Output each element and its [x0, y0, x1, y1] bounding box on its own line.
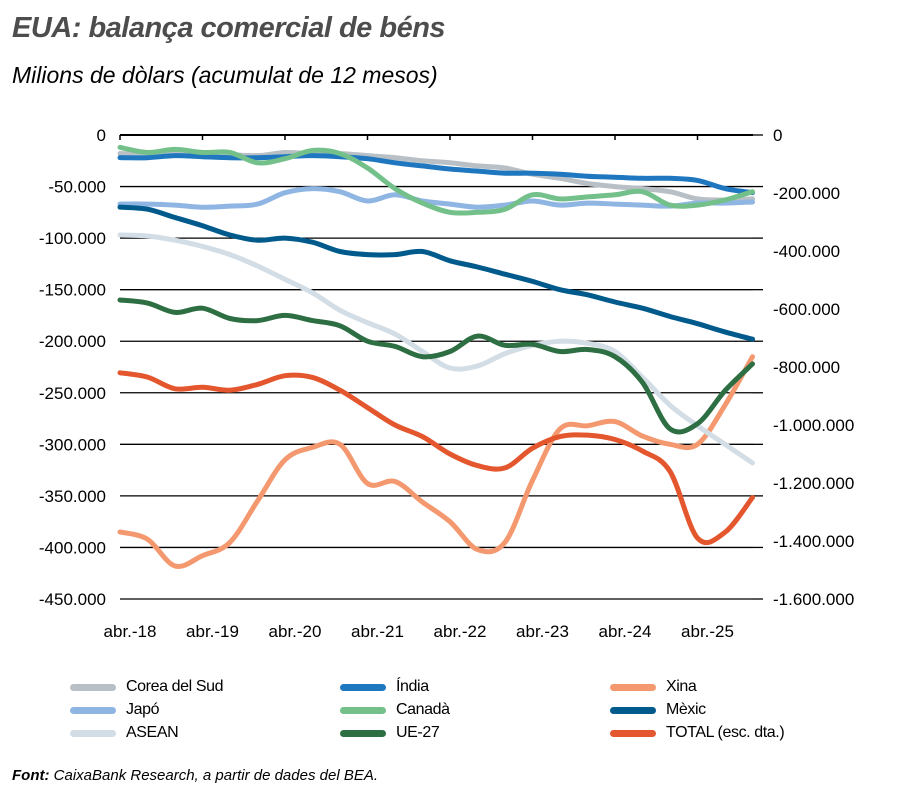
legend-label: Canadà [396, 701, 450, 718]
chart-subtitle: Milions de dòlars (acumulat de 12 mesos) [12, 62, 438, 88]
right-tick-label: -1.600.000 [773, 590, 854, 609]
legend-item-xina: Xina [610, 676, 697, 698]
right-tick-label: 0 [773, 126, 782, 145]
legend-item-ue27: UE-27 [340, 722, 440, 744]
legend-swatch [70, 706, 116, 714]
legend-label: ASEAN [126, 724, 179, 741]
legend-swatch [340, 706, 386, 714]
series-jap [117, 186, 755, 210]
legend-label: Corea del Sud [126, 678, 224, 695]
legend-swatch [610, 706, 656, 714]
series-ue-27 [117, 297, 755, 435]
left-tick-label: 0 [97, 126, 106, 145]
left-tick-label: -200.000 [39, 332, 106, 351]
left-tick-label: -300.000 [39, 435, 106, 454]
legend-item-total: TOTAL (esc. dta.) [610, 722, 785, 744]
legend-label: Índia [396, 678, 429, 695]
right-tick-label: -800.000 [773, 358, 840, 377]
series-total-esc-dta [117, 370, 755, 546]
right-tick-label: -1.000.000 [773, 416, 854, 435]
right-tick-label: -1.400.000 [773, 532, 854, 551]
legend-label: UE-27 [396, 724, 440, 741]
left-tick-label: -50.000 [48, 178, 106, 197]
x-axis: abr.-18 abr.-19 abr.-20 abr.-21 abr.-22 abr.-… [104, 135, 734, 641]
right-tick-label: -600.000 [773, 300, 840, 319]
series-canad [117, 144, 755, 216]
legend-item-mexic: Mèxic [610, 699, 706, 721]
series--ndia [117, 153, 755, 196]
legend-swatch [70, 683, 116, 691]
left-tick-label: -100.000 [39, 229, 106, 248]
line-chart: 0 -50.000 -100.000 -150.000 -200.000 -250.000… [39, 126, 854, 641]
left-tick-label: -250.000 [39, 384, 106, 403]
gridlines [120, 134, 763, 600]
legend-swatch [340, 683, 386, 691]
x-tick-label: abr.-23 [516, 622, 569, 641]
x-tick-label: abr.-25 [681, 622, 734, 641]
series-asean [117, 232, 755, 466]
legend-swatch [610, 729, 656, 737]
legend-label: Mèxic [666, 701, 706, 718]
series-m-xic [117, 204, 755, 342]
left-axis: 0 -50.000 -100.000 -150.000 -200.000 -250.000… [39, 126, 106, 609]
x-tick-label: abr.-18 [104, 622, 157, 641]
x-tick-label: abr.-19 [186, 622, 239, 641]
source-text: CaixaBank Research, a partir de dades de… [49, 767, 378, 784]
legend-item-corea-del-sud: Corea del Sud [70, 676, 223, 698]
x-tick-label: abr.-24 [599, 622, 652, 641]
source-label: Font: [12, 767, 50, 784]
legend-swatch [340, 729, 386, 737]
legend-label: Japó [126, 701, 160, 718]
x-tick-label: abr.-22 [434, 622, 487, 641]
legend-item-asean: ASEAN [70, 722, 179, 744]
series-xina [117, 354, 755, 570]
right-tick-label: -400.000 [773, 242, 840, 261]
legend-item-corea-del-sud: Japó [70, 699, 160, 721]
legend-item-india: Índia [340, 676, 429, 698]
left-tick-label: -150.000 [39, 281, 106, 300]
legend-label: TOTAL (esc. dta.) [666, 724, 785, 741]
legend-swatch [70, 729, 116, 737]
legend-item-canada: Canadà [340, 699, 450, 721]
series-lines [117, 144, 755, 570]
left-tick-label: -450.000 [39, 590, 106, 609]
right-tick-label: -200.000 [773, 184, 840, 203]
legend-label: Xina [666, 678, 697, 695]
right-axis: 0 -200.000 -400.000 -600.000 -800.000 -1.000.… [773, 126, 854, 609]
left-tick-label: -350.000 [39, 487, 106, 506]
x-tick-label: abr.-20 [269, 622, 322, 641]
x-tick-label: abr.-21 [351, 622, 404, 641]
source-note: Font: CaixaBank Research, a partir de da… [12, 767, 378, 784]
left-tick-label: -400.000 [39, 538, 106, 557]
legend-swatch [610, 683, 656, 691]
right-tick-label: -1.200.000 [773, 474, 854, 493]
chart-title: EUA: balança comercial de béns [12, 12, 446, 44]
